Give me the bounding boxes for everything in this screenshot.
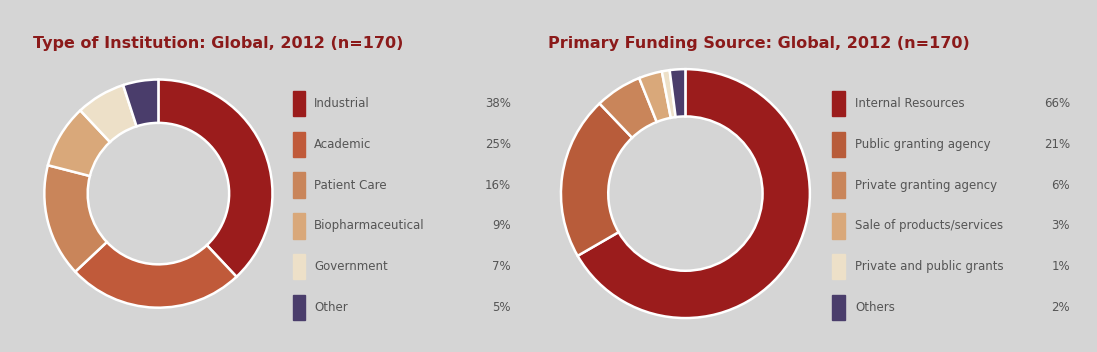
Text: Biopharmaceutical: Biopharmaceutical: [314, 220, 425, 232]
Text: Primary Funding Source: Global, 2012 (n=170): Primary Funding Source: Global, 2012 (n=…: [548, 36, 970, 51]
Text: Industrial: Industrial: [314, 97, 370, 110]
Text: Others: Others: [855, 301, 895, 314]
Text: Internal Resources: Internal Resources: [855, 97, 964, 110]
Wedge shape: [123, 80, 158, 126]
Text: 9%: 9%: [493, 220, 511, 232]
Bar: [833, 172, 845, 198]
Text: 25%: 25%: [485, 138, 511, 151]
Bar: [293, 295, 305, 320]
Text: Public granting agency: Public granting agency: [855, 138, 991, 151]
Text: Private and public grants: Private and public grants: [855, 260, 1004, 273]
Text: Sale of products/services: Sale of products/services: [855, 220, 1003, 232]
Bar: [833, 132, 845, 157]
Wedge shape: [158, 80, 272, 277]
Text: Government: Government: [314, 260, 387, 273]
Circle shape: [610, 120, 768, 278]
Text: 38%: 38%: [485, 97, 511, 110]
Bar: [833, 91, 845, 116]
Text: 1%: 1%: [1051, 260, 1070, 273]
Wedge shape: [561, 103, 632, 256]
Bar: [293, 172, 305, 198]
Circle shape: [88, 123, 229, 264]
Bar: [833, 254, 845, 279]
Bar: [293, 91, 305, 116]
Text: Other: Other: [314, 301, 348, 314]
Wedge shape: [44, 165, 106, 272]
Wedge shape: [669, 69, 686, 117]
Wedge shape: [48, 111, 110, 176]
Wedge shape: [80, 85, 136, 142]
Wedge shape: [600, 78, 657, 138]
Text: 21%: 21%: [1044, 138, 1070, 151]
Text: 3%: 3%: [1052, 220, 1070, 232]
Text: 2%: 2%: [1051, 301, 1070, 314]
Text: Private granting agency: Private granting agency: [855, 179, 997, 191]
Text: Patient Care: Patient Care: [314, 179, 386, 191]
Text: 6%: 6%: [1051, 179, 1070, 191]
Bar: [293, 213, 305, 239]
Circle shape: [89, 126, 235, 271]
Text: 5%: 5%: [493, 301, 511, 314]
Wedge shape: [578, 69, 810, 318]
Bar: [833, 213, 845, 239]
Wedge shape: [640, 71, 670, 122]
Text: Academic: Academic: [314, 138, 371, 151]
Text: 16%: 16%: [485, 179, 511, 191]
Text: 7%: 7%: [493, 260, 511, 273]
Text: Type of Institution: Global, 2012 (n=170): Type of Institution: Global, 2012 (n=170…: [33, 36, 404, 51]
Bar: [293, 132, 305, 157]
Circle shape: [608, 117, 762, 271]
Text: 66%: 66%: [1044, 97, 1070, 110]
Wedge shape: [661, 70, 676, 118]
Wedge shape: [76, 242, 237, 308]
Bar: [293, 254, 305, 279]
Bar: [833, 295, 845, 320]
